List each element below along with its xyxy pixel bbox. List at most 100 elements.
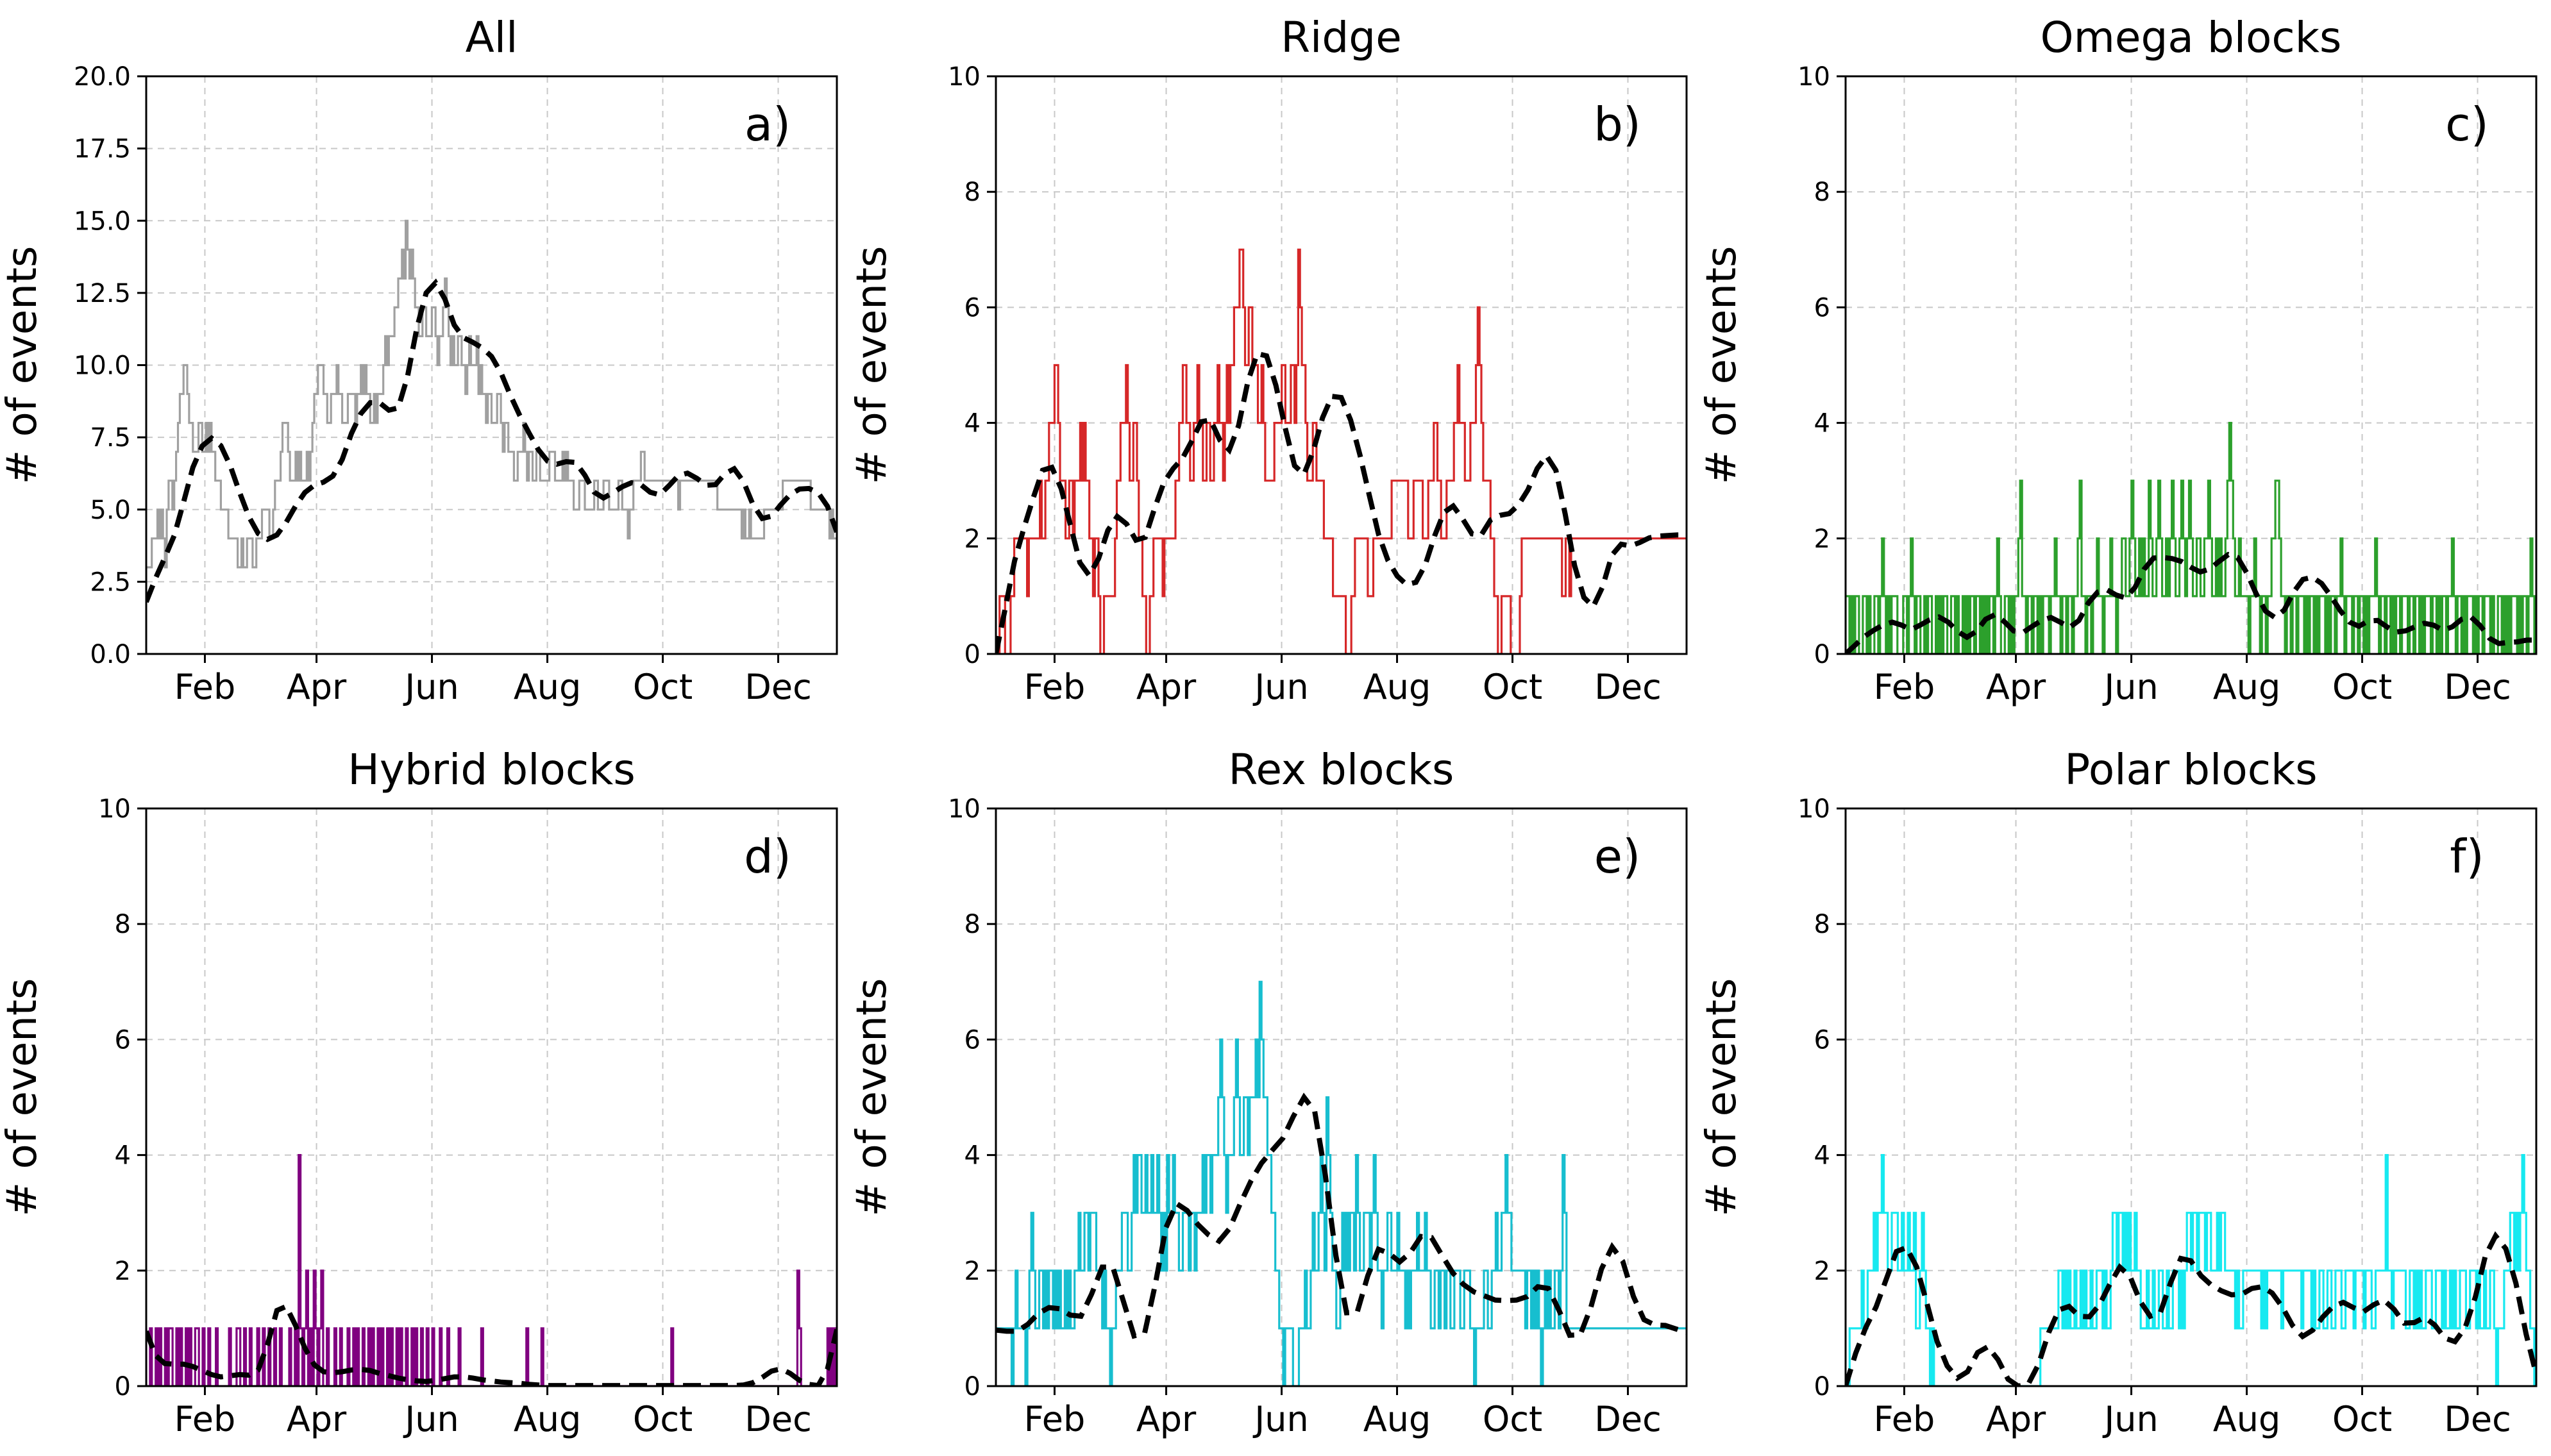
x-tick-label: Jun	[1252, 667, 1308, 707]
x-tick-label: Apr	[287, 667, 347, 707]
y-tick-label: 12.5	[74, 279, 131, 308]
daily-count-line	[146, 1154, 837, 1386]
x-tick-label: Jun	[1252, 1399, 1308, 1439]
x-tick-label: Oct	[633, 667, 693, 707]
plot-area	[996, 980, 1687, 1386]
axes-frame	[1844, 75, 2538, 655]
daily-count-line	[1846, 422, 2536, 654]
plot-area	[996, 248, 1687, 654]
y-tick-label: 4	[964, 409, 981, 439]
y-tick-label: 10	[1797, 62, 1830, 92]
x-tick-label: Dec	[2444, 1399, 2511, 1439]
x-tick-label: Feb	[1874, 667, 1935, 707]
y-tick-label: 0.0	[90, 640, 131, 669]
y-tick-label: 6	[964, 1025, 981, 1055]
y-axis-label: # of events	[1698, 978, 1746, 1217]
panel-label: b)	[1594, 97, 1641, 151]
x-tick-label: Oct	[1483, 1399, 1542, 1439]
x-tick-label: Aug	[514, 667, 581, 707]
y-tick-label: 0	[1814, 640, 1830, 669]
x-tick-label: Aug	[2213, 667, 2280, 707]
panel-label: f)	[2450, 830, 2484, 883]
axes-frame	[1844, 807, 2538, 1387]
y-tick-label: 2	[115, 1257, 131, 1286]
axes-frame	[145, 807, 838, 1387]
panel-title: All	[466, 13, 518, 62]
smoothed-mean-line	[996, 350, 1687, 654]
daily-count-line	[1846, 1154, 2536, 1386]
y-axis-label: # of events	[848, 978, 896, 1217]
y-axis-label: # of events	[0, 978, 46, 1217]
y-tick-label: 15.0	[74, 206, 131, 236]
axes-frame	[145, 75, 838, 655]
smoothed-mean-line	[996, 1092, 1687, 1339]
x-tick-label: Aug	[514, 1399, 581, 1439]
x-tick-label: Oct	[1483, 667, 1542, 707]
x-tick-label: Apr	[1986, 667, 2046, 707]
y-axis-label: # of events	[1698, 246, 1746, 485]
chart-panel: 0 2 4 6 8 10 Feb Apr Jun Aug Oct Dec Ridge b) # of eve…	[848, 13, 1688, 707]
panel-title: Ridge	[1281, 13, 1402, 62]
y-tick-label: 8	[115, 910, 131, 939]
y-tick-label: 10.0	[74, 351, 131, 381]
panel-title: Polar blocks	[2064, 745, 2317, 794]
y-tick-label: 4	[1814, 409, 1830, 439]
x-tick-label: Feb	[1874, 1399, 1935, 1439]
y-tick-label: 8	[964, 178, 981, 207]
y-axis-label: # of events	[848, 246, 896, 485]
x-tick-label: Dec	[1594, 1399, 1662, 1439]
panel-title: Omega blocks	[2041, 13, 2342, 62]
y-tick-label: 10	[98, 794, 131, 824]
chart-panel: 0.0 2.5 5.0 7.5 10.0 12.5 15.0 17.5 20.0 Feb Apr Ju…	[0, 13, 838, 707]
x-tick-label: Feb	[174, 1399, 236, 1439]
y-tick-label: 10	[948, 62, 981, 92]
axes-frame	[995, 75, 1688, 655]
y-tick-label: 17.5	[74, 135, 131, 164]
daily-count-line	[996, 980, 1687, 1386]
chart-panel: 0 2 4 6 8 10 Feb Apr Jun Aug Oct Dec Omega blocks c) #…	[1698, 13, 2538, 707]
x-tick-label: Jun	[403, 1399, 459, 1439]
x-tick-label: Apr	[1136, 667, 1197, 707]
x-tick-label: Feb	[1024, 667, 1086, 707]
x-tick-label: Apr	[1136, 1399, 1197, 1439]
smoothed-mean-line	[1846, 551, 2536, 654]
x-tick-label: Jun	[2102, 667, 2158, 707]
x-tick-label: Dec	[1594, 667, 1662, 707]
y-tick-label: 10	[1797, 794, 1830, 824]
y-tick-label: 5.0	[90, 496, 131, 525]
y-tick-label: 4	[1814, 1141, 1830, 1171]
x-tick-label: Feb	[1024, 1399, 1086, 1439]
x-tick-label: Jun	[403, 667, 459, 707]
y-tick-label: 2	[964, 524, 981, 554]
y-tick-label: 0	[115, 1372, 131, 1402]
axes-frame	[995, 807, 1688, 1387]
panel-label: a)	[745, 97, 791, 151]
x-tick-label: Apr	[287, 1399, 347, 1439]
chart-panel: 0 2 4 6 8 10 Feb Apr Jun Aug Oct Dec Polar blocks f) #…	[1698, 745, 2538, 1439]
y-tick-label: 2	[1814, 524, 1830, 554]
x-tick-label: Aug	[1363, 1399, 1431, 1439]
y-tick-label: 6	[115, 1025, 131, 1055]
x-tick-label: Dec	[745, 667, 812, 707]
y-tick-label: 4	[115, 1141, 131, 1171]
x-tick-label: Aug	[1363, 667, 1431, 707]
y-tick-label: 6	[964, 293, 981, 322]
smoothed-mean-line	[146, 278, 837, 603]
x-tick-label: Oct	[633, 1399, 693, 1439]
x-tick-label: Oct	[2332, 667, 2392, 707]
x-tick-label: Dec	[2444, 667, 2511, 707]
y-tick-label: 0	[964, 640, 981, 669]
plot-area	[1846, 1154, 2536, 1386]
panel-label: c)	[2445, 97, 2489, 151]
plot-area	[146, 1154, 837, 1386]
y-tick-label: 10	[948, 794, 981, 824]
y-tick-label: 8	[964, 910, 981, 939]
panel-title: Rex blocks	[1229, 745, 1454, 794]
y-tick-label: 7.5	[90, 423, 131, 453]
x-tick-label: Jun	[2102, 1399, 2158, 1439]
panel-label: d)	[744, 830, 791, 883]
y-tick-label: 6	[1814, 293, 1830, 322]
chart-panel: 0 2 4 6 8 10 Feb Apr Jun Aug Oct Dec Hybrid blocks d)…	[0, 745, 838, 1439]
plot-area	[1846, 422, 2536, 654]
